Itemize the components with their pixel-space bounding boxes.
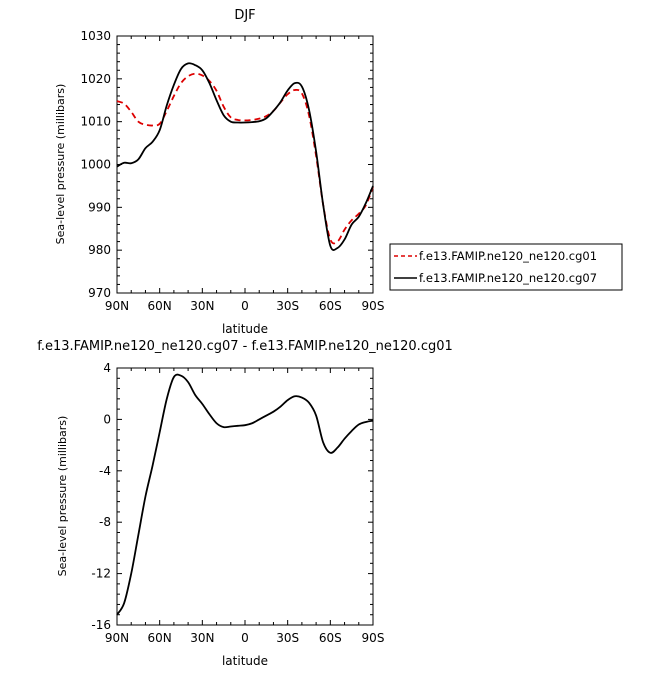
top-x-axis-label: latitude [222,322,268,336]
bottom-xtick-label: 60N [148,631,172,645]
top-ytick-label: 980 [88,243,111,257]
top-y-ticks: 1030 1020 1010 1000 990 980 970 [80,29,373,300]
bottom-series-group [116,373,374,616]
bottom-series-line-0 [116,373,374,616]
bottom-ytick-label: -16 [91,618,111,632]
bottom-ytick-label: -4 [99,464,111,478]
top-ytick-label: 990 [88,200,111,214]
bottom-panel-difference: f.e13.FAMIP.ne120_ne120.cg07 - f.e13.FAM… [37,339,453,668]
top-x-ticks: 90N 60N 30N 0 30S 60S 90S [105,36,385,313]
top-ytick-label: 1020 [80,72,111,86]
bottom-xtick-label: 60S [319,631,342,645]
bottom-ytick-label: 0 [103,412,111,426]
top-xtick-label: 90N [105,299,129,313]
bottom-xtick-label: 90N [105,631,129,645]
top-ytick-label: 1000 [80,158,111,172]
bottom-plot-frame [116,367,374,626]
legend: f.e13.FAMIP.ne120_ne120.cg01 f.e13.FAMIP… [389,243,623,291]
top-xtick-label: 30S [276,299,299,313]
bottom-ytick-label: -8 [99,515,111,529]
top-xtick-label: 60S [319,299,342,313]
legend-label-cg07: f.e13.FAMIP.ne120_ne120.cg07 [419,271,597,285]
bottom-ytick-label: -12 [91,567,111,581]
top-xtick-label: 60N [148,299,172,313]
top-ytick-label: 970 [88,286,111,300]
bottom-xtick-label: 90S [362,631,385,645]
top-xtick-label: 90S [362,299,385,313]
bottom-chart-title: f.e13.FAMIP.ne120_ne120.cg07 - f.e13.FAM… [37,339,453,354]
top-y-axis-label: Sea-level pressure (millibars) [54,84,67,245]
bottom-x-ticks: 90N 60N 30N 0 30S 60S 90S [105,368,385,645]
bottom-y-axis-label: Sea-level pressure (millibars) [56,416,69,577]
bottom-xtick-label: 0 [241,631,249,645]
top-ytick-label: 1030 [80,29,111,43]
top-series-line-0 [116,72,374,245]
top-xtick-label: 30N [190,299,214,313]
legend-box [389,243,623,291]
bottom-x-axis-label: latitude [222,654,268,668]
bottom-xtick-label: 30N [190,631,214,645]
bottom-xtick-label: 30S [276,631,299,645]
top-xtick-label: 0 [241,299,249,313]
top-ytick-label: 1010 [80,115,111,129]
top-panel-djf-slp: DJF 1030 1020 1010 1000 990 980 970 90N 60N 30N 0… [54,8,384,336]
top-chart-title: DJF [234,8,255,23]
top-plot-frame [116,35,374,294]
top-series-group [116,62,374,251]
legend-label-cg01: f.e13.FAMIP.ne120_ne120.cg01 [419,249,597,263]
bottom-ytick-label: 4 [103,361,111,375]
bottom-y-ticks: 4 0 -4 -8 -12 -16 [91,361,373,632]
top-series-line-1 [116,62,374,251]
